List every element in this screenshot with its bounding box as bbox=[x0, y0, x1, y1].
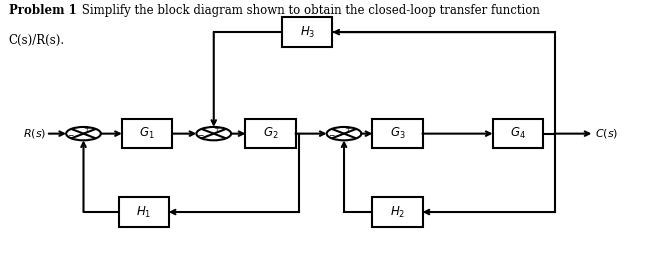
Text: Problem 1: Problem 1 bbox=[9, 4, 76, 17]
Text: $G_2$: $G_2$ bbox=[263, 126, 279, 141]
Text: $H_1$: $H_1$ bbox=[136, 205, 151, 219]
Text: $-$: $-$ bbox=[198, 130, 205, 138]
Text: +: + bbox=[84, 125, 90, 133]
FancyBboxPatch shape bbox=[373, 119, 423, 149]
FancyBboxPatch shape bbox=[122, 119, 172, 149]
Text: C(s)/R(s).: C(s)/R(s). bbox=[9, 34, 65, 47]
FancyBboxPatch shape bbox=[493, 119, 542, 149]
Text: $G_3$: $G_3$ bbox=[389, 126, 405, 141]
Text: $-$: $-$ bbox=[67, 130, 75, 138]
Text: $H_2$: $H_2$ bbox=[390, 205, 405, 219]
Text: $C(s)$: $C(s)$ bbox=[595, 127, 618, 140]
FancyBboxPatch shape bbox=[246, 119, 296, 149]
FancyBboxPatch shape bbox=[283, 17, 333, 47]
Text: $R(s)$: $R(s)$ bbox=[23, 127, 47, 140]
Text: +: + bbox=[344, 125, 350, 133]
FancyBboxPatch shape bbox=[119, 197, 168, 227]
Text: $-$: $-$ bbox=[328, 130, 335, 138]
Text: $G_1$: $G_1$ bbox=[139, 126, 155, 141]
Text: Simplify the block diagram shown to obtain the closed-loop transfer function: Simplify the block diagram shown to obta… bbox=[77, 4, 540, 17]
Text: $H_3$: $H_3$ bbox=[299, 25, 315, 40]
Text: +: + bbox=[214, 125, 220, 133]
FancyBboxPatch shape bbox=[373, 197, 423, 227]
Text: $G_4$: $G_4$ bbox=[510, 126, 526, 141]
